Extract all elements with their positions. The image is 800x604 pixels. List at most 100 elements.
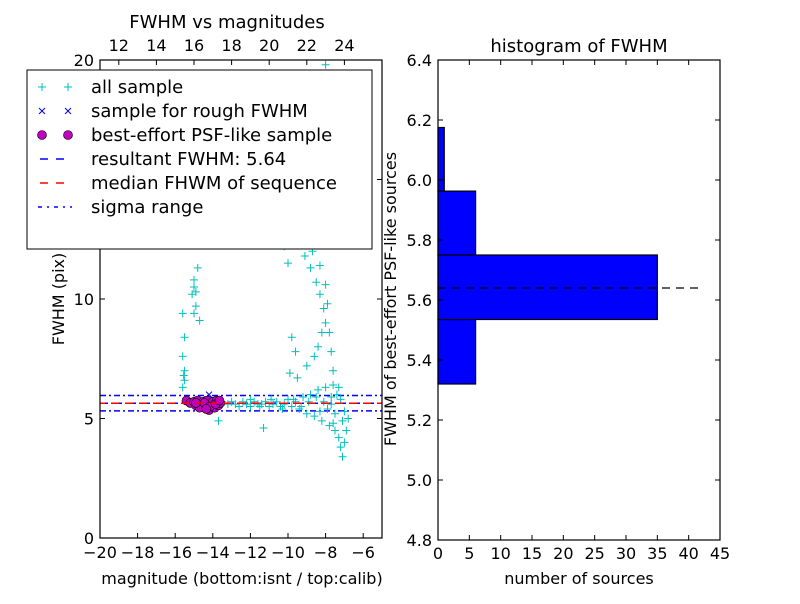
legend-entry: sample for rough FWHM (38, 101, 308, 122)
all-sample-point (272, 397, 281, 406)
all-sample-point (336, 443, 345, 452)
x-tick-label: 10 (490, 544, 510, 563)
histogram-bar (437, 190, 477, 256)
y-tick-label: 5.8 (407, 231, 432, 250)
all-sample-point (280, 400, 289, 409)
all-sample-point (342, 426, 351, 435)
all-sample-point (327, 392, 336, 401)
x-tick-label: −14 (196, 543, 230, 562)
x-tick-label: −6 (351, 543, 375, 562)
all-sample-point (332, 390, 341, 399)
all-sample-point (180, 376, 189, 385)
all-sample-point (334, 433, 343, 442)
y-tick-label: 5.6 (407, 291, 432, 310)
x-tick-label: −8 (314, 543, 338, 562)
y-tick-label: 20 (74, 51, 94, 70)
x-tick-label: 35 (647, 544, 667, 563)
all-sample-point (299, 392, 308, 401)
x-tick-label: 30 (616, 544, 636, 563)
histogram-bar (437, 126, 445, 192)
all-sample-point (304, 397, 313, 406)
all-sample-point (261, 397, 270, 406)
x-tick-label: 20 (553, 544, 573, 563)
legend: all sample sample for rough FWHM best-effo… (26, 69, 373, 250)
all-sample-point (246, 402, 255, 411)
y-tick-label: 0 (84, 529, 94, 548)
all-sample-point (329, 381, 338, 390)
all-sample-point (179, 371, 188, 380)
all-sample-point (306, 263, 315, 272)
y-tick-label: 5.2 (407, 411, 432, 430)
legend-label: sigma range (91, 197, 203, 218)
top-tick-label: 20 (259, 36, 279, 55)
all-sample-point (193, 263, 202, 272)
all-sample-point (310, 352, 319, 361)
scatter-x-label: magnitude (bottom:isnt / top:calib) (101, 569, 382, 588)
legend-label: resultant FWHM: 5.64 (91, 149, 286, 170)
all-sample-point (317, 328, 326, 337)
all-sample-point (323, 299, 332, 308)
histogram-x-label: number of sources (504, 569, 654, 588)
all-sample-point (267, 395, 276, 404)
all-sample-point (284, 259, 292, 268)
all-sample-point (344, 414, 353, 423)
x-tick-label: −20 (83, 543, 117, 562)
legend-label: median FHWM of sequence (91, 173, 337, 194)
all-sample-point (336, 395, 345, 404)
top-tick-label: 22 (297, 36, 317, 55)
y-tick-label: 5.4 (407, 351, 432, 370)
all-sample-point (293, 373, 302, 382)
all-sample-point (287, 333, 296, 342)
scatter-top-ticks: 12 14 16 18 20 22 24 (109, 36, 355, 65)
all-sample-point (178, 309, 187, 318)
y-tick-label: 5.0 (407, 471, 432, 490)
all-sample-point (321, 318, 330, 327)
all-sample-point (331, 426, 339, 435)
all-sample-point (314, 385, 323, 394)
all-sample-point (327, 347, 336, 356)
all-sample-point (302, 409, 311, 418)
all-sample-point (310, 412, 319, 421)
top-tick-label: 24 (334, 36, 354, 55)
all-sample-point (287, 402, 296, 411)
histogram-bar (437, 254, 658, 321)
all-sample-point (314, 342, 323, 351)
all-sample-point (317, 416, 326, 425)
y-tick-label: 6.0 (407, 171, 432, 190)
histogram-x-ticks: 0 5 10 15 20 25 30 35 40 45 (433, 60, 730, 563)
x-tick-label: −12 (234, 543, 268, 562)
all-sample-point (340, 438, 349, 447)
x-tick-label: −16 (158, 543, 192, 562)
all-sample-point (259, 424, 268, 433)
all-sample-point (325, 328, 334, 337)
legend-entry: best-effort PSF-like sample (37, 125, 332, 146)
x-tick-label: 0 (433, 544, 443, 563)
top-tick-label: 12 (109, 36, 129, 55)
all-sample-point (190, 283, 198, 292)
legend-entry: sigma range (38, 197, 203, 218)
all-sample-point (338, 416, 347, 425)
all-sample-point (300, 251, 309, 260)
all-sample-point (178, 352, 187, 361)
all-sample-point (312, 392, 321, 401)
legend-plus-icon (38, 83, 46, 91)
x-tick-label: 40 (678, 544, 698, 563)
psf-sample-point (201, 404, 212, 414)
legend-entry: all sample (38, 77, 183, 98)
all-sample-point (329, 419, 338, 428)
legend-entry: resultant FWHM: 5.64 (38, 149, 286, 170)
all-sample-point (191, 287, 200, 296)
x-tick-label: −18 (121, 543, 155, 562)
all-sample-point (255, 402, 264, 411)
legend-box (26, 69, 373, 250)
legend-label: best-effort PSF-like sample (91, 125, 332, 146)
histogram-chart: histogram of FWHM 0 5 10 15 20 25 30 35 40 45 4.8… (381, 36, 730, 588)
x-tick-label: 15 (522, 544, 542, 563)
legend-circle-icon (63, 130, 73, 140)
legend-entry: median FHWM of sequence (38, 173, 337, 194)
x-tick-label: 5 (464, 544, 474, 563)
all-sample-point (315, 407, 324, 416)
legend-x-icon (38, 107, 46, 115)
all-sample-point (191, 302, 200, 311)
legend-plus-icon (64, 83, 72, 91)
